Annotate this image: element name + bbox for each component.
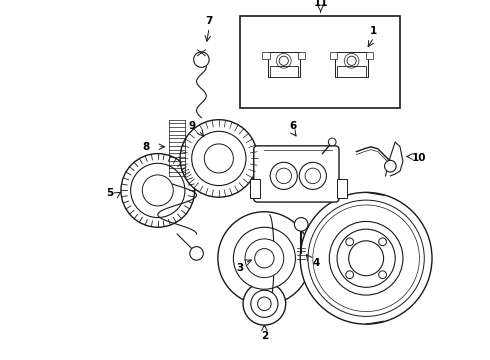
Bar [298, 51, 305, 59]
Bar [336, 51, 368, 77]
Circle shape [190, 247, 203, 260]
Text: 4: 4 [312, 258, 319, 268]
Circle shape [385, 161, 396, 172]
Circle shape [329, 221, 403, 295]
Text: 11: 11 [313, 0, 328, 8]
Circle shape [305, 168, 320, 184]
Text: 8: 8 [143, 142, 150, 152]
Circle shape [328, 138, 336, 146]
Circle shape [121, 154, 195, 227]
Circle shape [204, 144, 233, 173]
Text: 5: 5 [106, 188, 113, 198]
Circle shape [258, 297, 271, 311]
Bar [250, 179, 260, 198]
Circle shape [243, 283, 286, 325]
Text: 1: 1 [370, 26, 377, 36]
Bar [330, 51, 338, 59]
Circle shape [346, 271, 354, 279]
Circle shape [180, 120, 258, 197]
Circle shape [379, 238, 387, 246]
Bar [240, 16, 400, 108]
Circle shape [276, 168, 292, 184]
Text: 6: 6 [290, 121, 297, 131]
Circle shape [299, 162, 326, 189]
Circle shape [300, 192, 432, 324]
Circle shape [142, 175, 173, 206]
Bar [262, 51, 270, 59]
Bar [337, 179, 347, 198]
Text: 3: 3 [237, 263, 244, 273]
Circle shape [347, 56, 356, 66]
Circle shape [255, 248, 274, 268]
Circle shape [251, 290, 278, 318]
Bar [268, 51, 300, 77]
Text: 7: 7 [205, 16, 213, 26]
Circle shape [294, 217, 308, 231]
Circle shape [245, 239, 284, 278]
Text: 9: 9 [188, 121, 196, 131]
Circle shape [194, 52, 209, 67]
Circle shape [131, 163, 185, 217]
Circle shape [349, 241, 384, 276]
Circle shape [218, 212, 311, 305]
Bar [270, 66, 298, 77]
Circle shape [337, 229, 395, 287]
Text: 10: 10 [412, 153, 427, 163]
Ellipse shape [366, 195, 401, 321]
Circle shape [192, 131, 246, 186]
Circle shape [270, 162, 297, 189]
Bar [366, 51, 373, 59]
Bar [338, 66, 366, 77]
Circle shape [379, 271, 387, 279]
Circle shape [233, 227, 295, 289]
Circle shape [279, 56, 288, 66]
Text: 2: 2 [261, 331, 268, 341]
Circle shape [346, 238, 354, 246]
FancyBboxPatch shape [254, 146, 339, 202]
